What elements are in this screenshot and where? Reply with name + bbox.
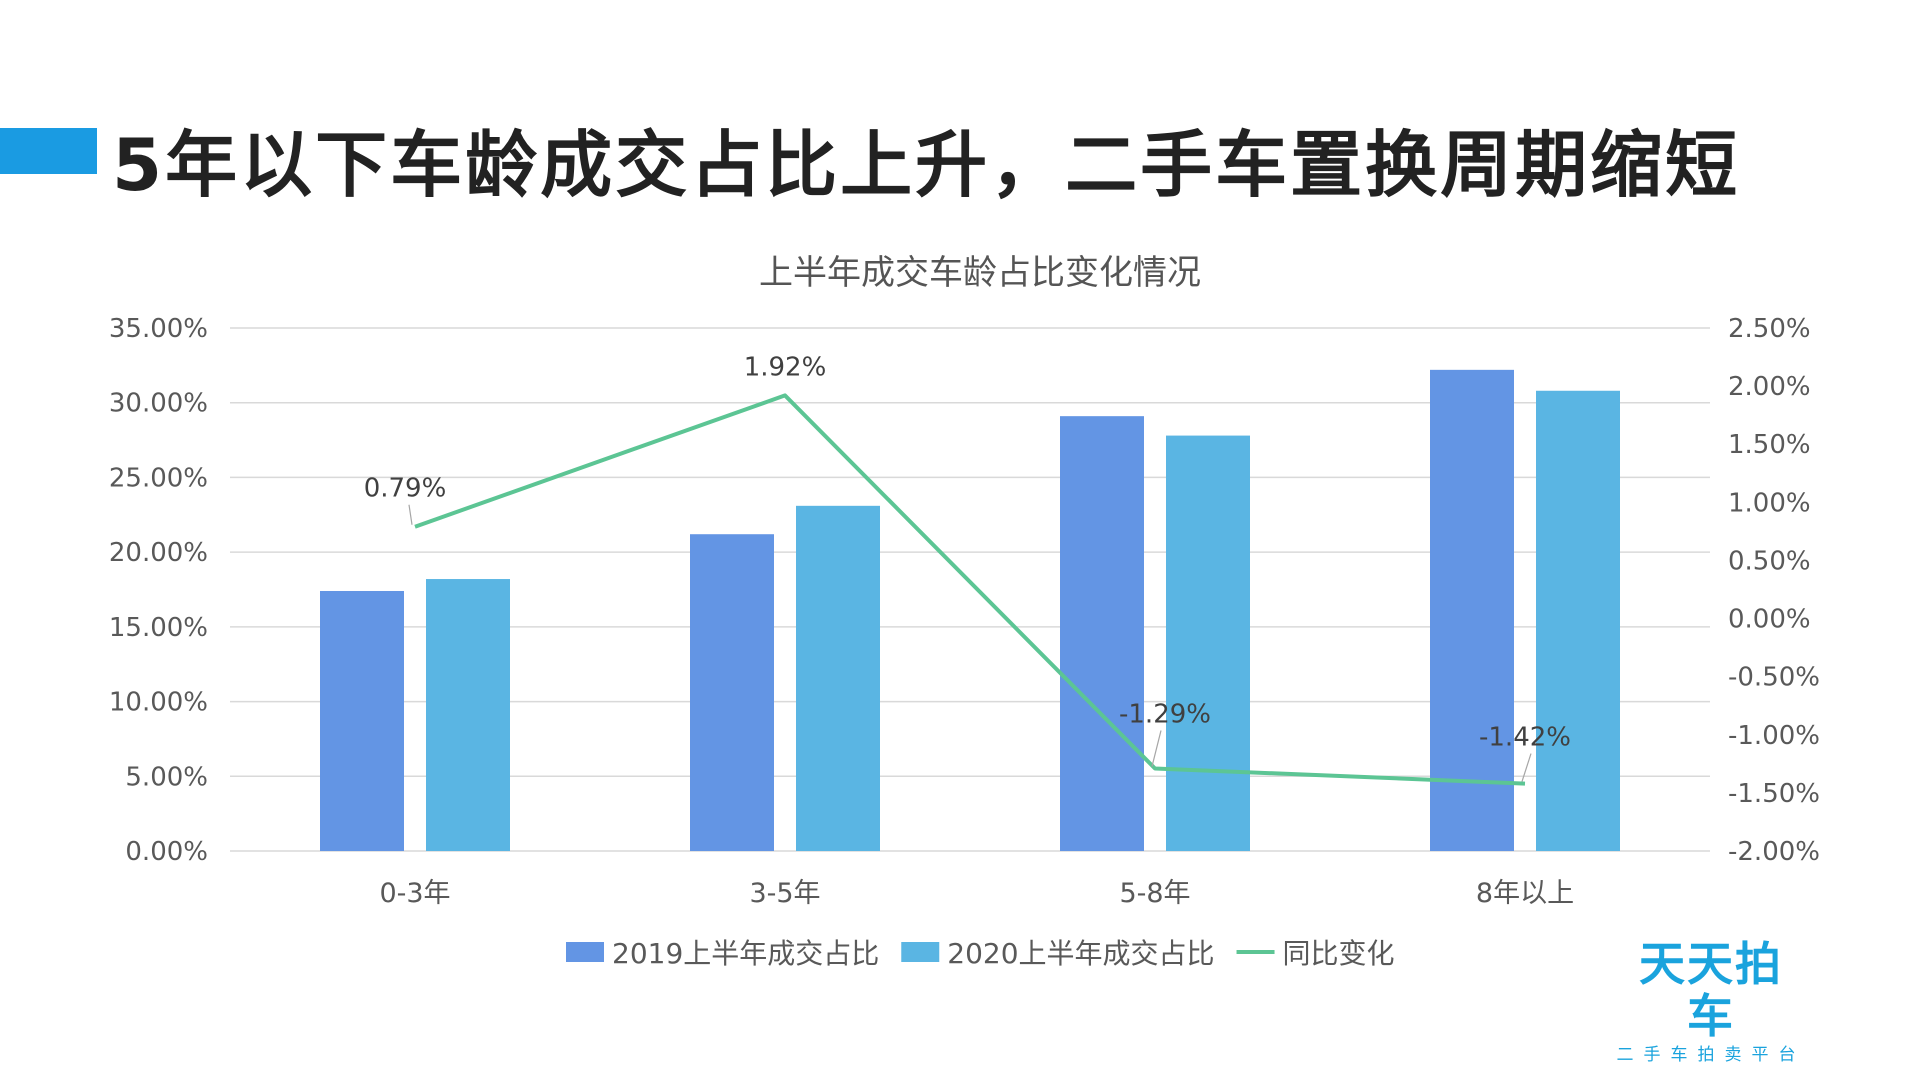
yoy-data-label: 1.92% xyxy=(744,352,827,382)
yoy-data-label: 0.79% xyxy=(364,474,447,504)
legend-swatch xyxy=(901,942,940,962)
brand-logo: 天天拍车 二手车拍卖平台 xyxy=(1616,938,1806,1068)
y-right-tick-label: 2.50% xyxy=(1728,314,1811,344)
bar-2020-0 xyxy=(426,579,510,851)
brand-tagline: 二手车拍卖平台 xyxy=(1616,1045,1806,1065)
yoy-change-line xyxy=(414,393,1526,786)
bar-2020-1 xyxy=(796,505,880,851)
y-right-tick-label: 0.50% xyxy=(1728,546,1811,576)
y-right-tick-label: 2.00% xyxy=(1728,372,1811,402)
y-left-tick-label: 35.00% xyxy=(109,314,208,344)
bar-2019-1 xyxy=(690,534,774,851)
y-left-tick-label: 5.00% xyxy=(125,762,208,792)
bar-2020-2 xyxy=(1166,435,1250,851)
page-title: 5年以下车龄成交占比上升，二手车置换周期缩短 xyxy=(112,123,1741,207)
legend-label: 2020上半年成交占比 xyxy=(947,937,1214,970)
bar-2020-3 xyxy=(1536,390,1620,851)
data-label-leader xyxy=(1151,730,1162,767)
yoy-data-label: -1.29% xyxy=(1119,699,1211,729)
y-right-tick-label: 1.50% xyxy=(1728,430,1811,460)
y-left-tick-label: 0.00% xyxy=(125,837,208,867)
y-right-tick-label: -0.50% xyxy=(1728,663,1820,693)
legend-label: 2019上半年成交占比 xyxy=(612,937,879,970)
y-right-tick-label: -1.50% xyxy=(1728,779,1820,809)
yoy-data-label: -1.42% xyxy=(1479,723,1571,753)
bar-2019-3 xyxy=(1430,369,1514,851)
y-right-tick-label: 1.00% xyxy=(1728,488,1811,518)
y-left-tick-label: 25.00% xyxy=(109,463,208,493)
x-category-label: 8年以上 xyxy=(1476,878,1574,909)
x-category-label: 3-5年 xyxy=(749,878,820,909)
data-label-leader xyxy=(408,504,413,525)
title-accent-bar xyxy=(0,128,97,174)
legend-label: 同比变化 xyxy=(1283,937,1395,970)
legend-swatch xyxy=(566,942,604,962)
bar-2019-2 xyxy=(1060,416,1144,851)
x-category-label: 0-3年 xyxy=(379,878,450,909)
chart-title: 上半年成交车龄占比变化情况 xyxy=(759,253,1201,293)
y-left-tick-label: 10.00% xyxy=(109,688,208,718)
y-left-tick-label: 20.00% xyxy=(109,538,208,568)
brand-name: 天天拍车 xyxy=(1639,937,1783,1043)
data-label-leader xyxy=(1521,753,1532,782)
y-left-tick-label: 30.00% xyxy=(109,389,208,419)
x-category-label: 5-8年 xyxy=(1119,878,1190,909)
y-right-tick-label: 0.00% xyxy=(1728,605,1811,635)
y-right-tick-label: -1.00% xyxy=(1728,721,1820,751)
y-right-tick-label: -2.00% xyxy=(1728,837,1820,867)
y-left-tick-label: 15.00% xyxy=(109,613,208,643)
bar-2019-0 xyxy=(320,590,404,851)
